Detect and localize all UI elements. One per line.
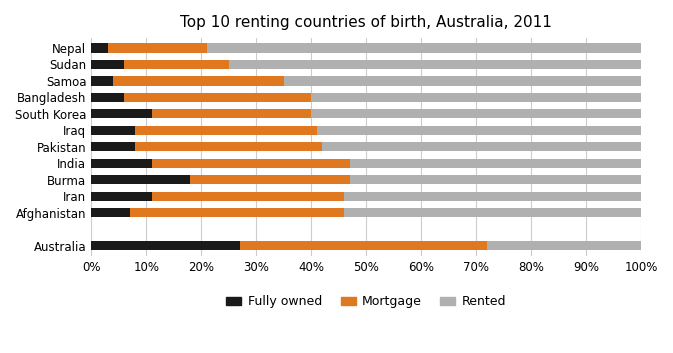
Bar <box>92 175 190 185</box>
Bar <box>487 241 641 250</box>
Bar <box>151 159 350 168</box>
Bar <box>229 60 641 69</box>
Bar <box>92 241 240 250</box>
Title: Top 10 renting countries of birth, Australia, 2011: Top 10 renting countries of birth, Austr… <box>180 15 553 30</box>
Bar <box>240 241 487 250</box>
Bar <box>151 109 312 119</box>
Bar <box>135 142 322 151</box>
Bar <box>350 175 641 185</box>
Bar <box>92 109 151 119</box>
Bar <box>135 126 317 135</box>
Bar <box>108 43 207 53</box>
Bar <box>92 142 135 151</box>
Bar <box>130 208 345 217</box>
Bar <box>345 208 641 217</box>
Bar <box>92 93 125 102</box>
Bar <box>350 159 641 168</box>
Bar <box>92 60 125 69</box>
Bar <box>125 93 312 102</box>
Bar <box>92 77 113 85</box>
Bar <box>312 109 641 119</box>
Bar <box>92 208 130 217</box>
Bar <box>317 126 641 135</box>
Bar <box>92 159 151 168</box>
Bar <box>113 77 284 85</box>
Bar <box>151 192 345 201</box>
Bar <box>345 192 641 201</box>
Bar <box>284 77 641 85</box>
Bar <box>312 93 641 102</box>
Legend: Fully owned, Mortgage, Rented: Fully owned, Mortgage, Rented <box>221 290 511 313</box>
Bar <box>125 60 229 69</box>
Bar <box>322 142 641 151</box>
Bar <box>92 126 135 135</box>
Bar <box>92 192 151 201</box>
Bar <box>190 175 350 185</box>
Bar <box>92 43 108 53</box>
Bar <box>207 43 641 53</box>
